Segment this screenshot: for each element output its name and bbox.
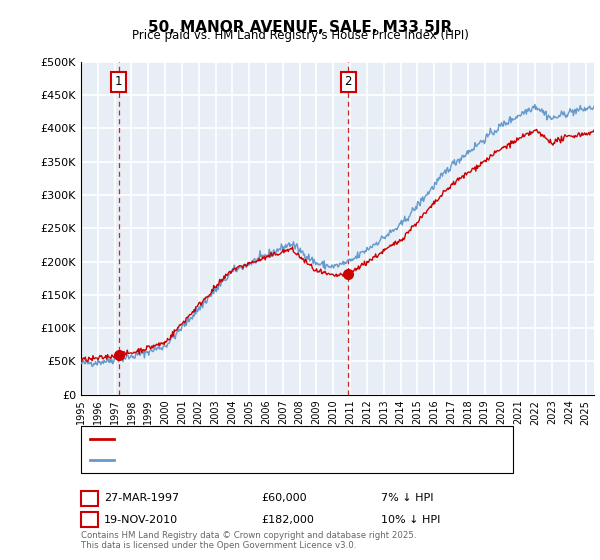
Text: £182,000: £182,000	[261, 515, 314, 525]
Text: Contains HM Land Registry data © Crown copyright and database right 2025.
This d: Contains HM Land Registry data © Crown c…	[81, 530, 416, 550]
Text: 50, MANOR AVENUE, SALE, M33 5JR (semi-detached house): 50, MANOR AVENUE, SALE, M33 5JR (semi-de…	[120, 434, 429, 444]
Text: 7% ↓ HPI: 7% ↓ HPI	[381, 493, 433, 503]
Text: 50, MANOR AVENUE, SALE, M33 5JR: 50, MANOR AVENUE, SALE, M33 5JR	[148, 20, 452, 35]
Text: 27-MAR-1997: 27-MAR-1997	[104, 493, 179, 503]
Text: 1: 1	[115, 75, 122, 88]
Text: 10% ↓ HPI: 10% ↓ HPI	[381, 515, 440, 525]
Text: HPI: Average price, semi-detached house, Trafford: HPI: Average price, semi-detached house,…	[120, 455, 382, 465]
Text: 2: 2	[86, 515, 93, 525]
Text: Price paid vs. HM Land Registry's House Price Index (HPI): Price paid vs. HM Land Registry's House …	[131, 29, 469, 42]
Text: 19-NOV-2010: 19-NOV-2010	[104, 515, 178, 525]
Text: 1: 1	[86, 493, 93, 503]
Text: £60,000: £60,000	[261, 493, 307, 503]
Text: 2: 2	[344, 75, 352, 88]
